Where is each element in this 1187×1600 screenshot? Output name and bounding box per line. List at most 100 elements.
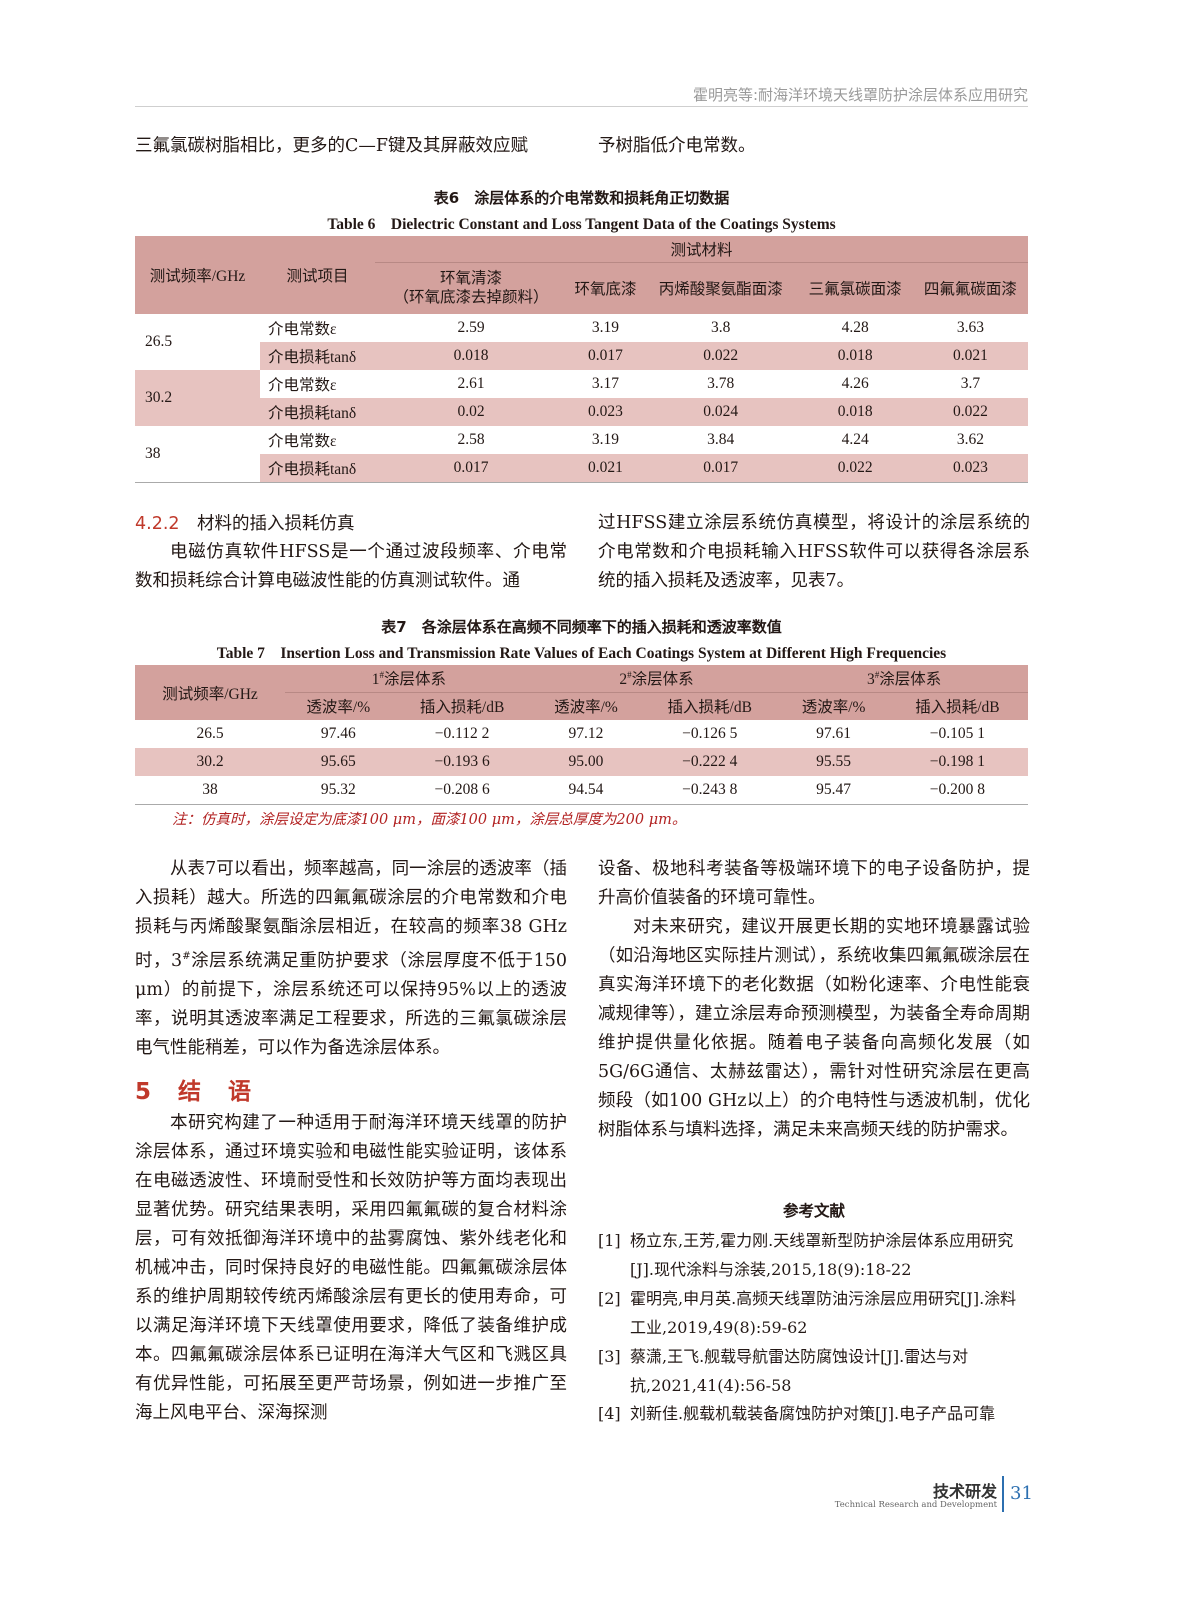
table6-caption-cn: 表6 涂层体系的介电常数和损耗角正切数据: [433, 189, 730, 207]
table-row: 30.2 介电常数ε 2.61 3.17 3.78 4.26 3.7: [135, 369, 1028, 426]
value-cell: 3.62: [956, 430, 984, 448]
value-cell: −0.193 6: [434, 753, 490, 770]
table-row: 介电损耗tanδ 0.017 0.021 0.017 0.022 0.023: [135, 453, 1028, 482]
value-cell: 2.58: [457, 430, 485, 448]
value-cell: 3.84: [707, 430, 735, 448]
col-header-freq: 测试频率/GHz: [162, 685, 258, 703]
section-5-heading: 5 结 语: [135, 1079, 254, 1105]
sec422-right-paragraph: 过HFSS建立涂层系统仿真模型，将设计的涂层系统的介电常数和介电损耗输入HFSS…: [598, 513, 1030, 591]
value-cell: −0.243 8: [682, 780, 738, 798]
table6: 测试频率/GHz 测试项目 测试材料 环氧清漆 （环氧底漆去掉颜料） 环氧底漆 丙…: [135, 236, 1028, 483]
value-cell: 94.54: [568, 780, 604, 798]
value-cell: 0.017: [588, 346, 623, 364]
value-cell: 95.55: [816, 753, 852, 770]
table7: 测试频率/GHz 1#涂层体系 2#涂层体系 3#涂层体系 透波率/% 插入损耗/dB…: [135, 665, 1028, 805]
value-cell: 3.7: [960, 374, 981, 392]
value-cell: 0.018: [837, 346, 873, 364]
value-cell: 0.018: [453, 346, 489, 364]
sec422-left-paragraph: 电磁仿真软件HFSS是一个通过波段频率、介电常数和损耗综合计算电磁波性能的仿真测…: [135, 542, 567, 591]
reference-item: [4] 刘新佳.舰载机载装备腐蚀防护对策[J].电子产品可靠: [598, 1404, 996, 1423]
value-cell: −0.126 5: [682, 725, 738, 742]
body-paragraph-3: 设备、极地科考装备等极端环境下的电子设备防护，提升高价值装备的环境可靠性。: [598, 859, 1030, 908]
value-cell: −0.198 1: [929, 753, 986, 770]
page-number: 31: [1010, 1483, 1033, 1504]
freq-cell: 26.5: [145, 332, 173, 350]
item-cell: 介电常数ε: [268, 432, 337, 450]
value-cell: 0.017: [453, 458, 489, 476]
value-cell: 0.018: [837, 402, 873, 420]
group-header: 2#涂层体系: [532, 665, 781, 693]
value-cell: 0.021: [588, 458, 623, 476]
table-row: 介电损耗tanδ 0.018 0.017 0.022 0.018 0.021: [135, 341, 1028, 370]
value-cell: −0.112 2: [434, 725, 490, 742]
sub-header-loss: 插入损耗/dB: [419, 699, 505, 717]
value-cell: 0.022: [703, 346, 739, 364]
reference-item: [1] 杨立东,王芳,霍力刚.天线罩新型防护涂层体系应用研究[J].现代涂料与涂装…: [598, 1231, 1014, 1279]
value-cell: 97.46: [320, 725, 356, 742]
sub-header-loss: 插入损耗/dB: [915, 699, 1000, 717]
value-cell: 4.24: [841, 430, 869, 448]
references-heading: 参考文献: [782, 1202, 845, 1220]
value-cell: 0.023: [952, 458, 988, 476]
value-cell: 0.022: [952, 402, 988, 420]
freq-cell: 38: [145, 444, 161, 462]
table-row: 38 介电常数ε 2.58 3.19 3.84 4.24 3.62: [135, 426, 1028, 462]
col-header-material: 四氟氟碳面漆: [923, 281, 1017, 299]
section-4-2-2-heading: 4.2.2 材料的插入损耗仿真: [135, 514, 355, 534]
value-cell: 0.023: [588, 402, 623, 420]
reference-item: [2] 霍明亮,申月英.高频天线罩防油污涂层应用研究[J].涂料工业,2019,4…: [598, 1289, 1017, 1337]
intro-left: 三氟氯碳树脂相比，更多的C—F键及其屏蔽效应赋: [135, 136, 529, 156]
header-divider: [135, 106, 1028, 107]
sub-header-trans: 透波率/%: [801, 699, 866, 717]
freq-cell: 38: [202, 780, 218, 798]
value-cell: 3.19: [591, 430, 620, 448]
sub-header-trans: 透波率/%: [554, 699, 618, 717]
footer-divider: [1002, 1476, 1004, 1512]
table7-note: 注：仿真时，涂层设定为底漆100 μm，面漆100 μm，涂层总厚度为200 μ…: [172, 812, 687, 828]
col-header-item: 测试项目: [286, 267, 349, 285]
value-cell: 4.28: [841, 318, 869, 336]
value-cell: 3.8: [711, 318, 731, 336]
footer-section: 技术研发: [932, 1482, 997, 1501]
table-row: 26.5 97.46 −0.112 2 97.12 −0.126 5 97.61 −0.10…: [135, 720, 1028, 748]
item-cell: 介电常数ε: [268, 320, 337, 338]
value-cell: 4.26: [841, 374, 869, 392]
item-cell: 介电损耗tanδ: [268, 404, 357, 422]
group-header: 1#涂层体系: [285, 665, 533, 693]
running-title: 霍明亮等:耐海洋环境天线罩防护涂层体系应用研究: [692, 86, 1028, 104]
value-cell: 0.022: [837, 458, 873, 476]
value-cell: 95.65: [320, 753, 356, 770]
reference-item: [3] 蔡潇,王飞.舰载导航雷达防腐蚀设计[J].雷达与对抗,2021,41(4)…: [598, 1347, 969, 1395]
body-paragraph-4: 对未来研究，建议开展更长期的实地环境暴露试验（如沿海地区实际挂片测试），系统收集…: [598, 917, 1030, 1140]
col-header-material: 丙烯酸聚氨酯面漆: [658, 281, 783, 299]
value-cell: 0.02: [457, 402, 485, 420]
sub-header-trans: 透波率/%: [306, 699, 371, 717]
table-row: 38 95.32 −0.208 6 94.54 −0.243 8 95.47 −0.200 …: [135, 776, 1028, 804]
value-cell: 3.17: [591, 374, 620, 392]
col-header-freq: 测试频率/GHz: [149, 267, 246, 285]
col-header-group: 测试材料: [375, 236, 1028, 263]
value-cell: 2.59: [457, 318, 485, 336]
freq-cell: 30.2: [135, 369, 260, 426]
col-header-material: 三氟氯碳面漆: [808, 281, 902, 299]
value-cell: 0.017: [703, 458, 739, 476]
table6-caption-en: Table 6 Dielectric Constant and Loss Tan…: [327, 216, 836, 233]
value-cell: 97.61: [816, 725, 852, 742]
group-header: 3#涂层体系: [780, 665, 1028, 693]
value-cell: 0.021: [952, 346, 988, 364]
table-row: 26.5 介电常数ε 2.59 3.19 3.8 4.28 3.63: [135, 314, 1028, 350]
value-cell: −0.200 8: [929, 780, 986, 798]
table-row: 30.2 95.65 −0.193 6 95.00 −0.222 4 95.55 −0.19…: [135, 748, 1028, 776]
value-cell: 95.00: [568, 753, 604, 770]
value-cell: 0.024: [703, 402, 739, 420]
value-cell: −0.222 4: [682, 753, 738, 770]
intro-right: 予树脂低介电常数。: [598, 136, 756, 156]
item-cell: 介电损耗tanδ: [268, 460, 357, 478]
value-cell: 2.61: [457, 374, 485, 392]
col-header-material: 环氧清漆 （环氧底漆去掉颜料）: [393, 270, 549, 307]
value-cell: 97.12: [568, 725, 604, 742]
col-header-material: 环氧底漆: [574, 281, 637, 299]
value-cell: 3.19: [591, 318, 620, 336]
value-cell: 3.63: [956, 318, 984, 336]
freq-cell: 26.5: [196, 725, 224, 742]
